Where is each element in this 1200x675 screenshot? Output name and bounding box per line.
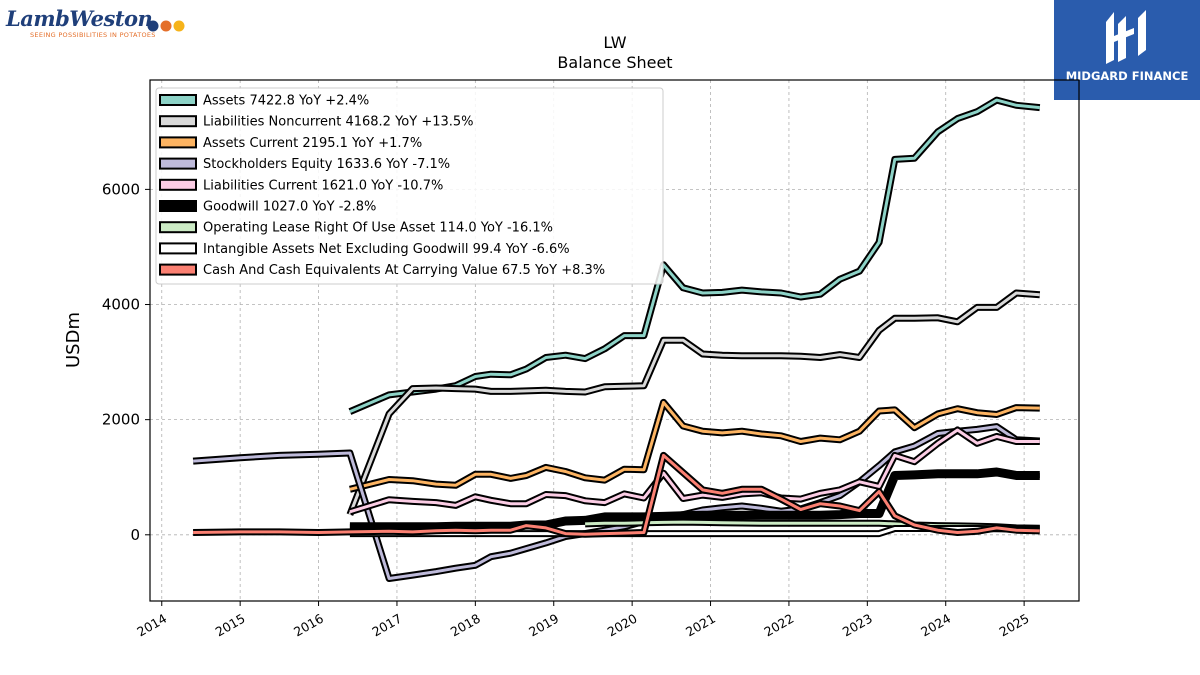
- legend-swatch: [159, 157, 197, 170]
- legend-swatch: [159, 136, 197, 149]
- y-tick-label: 0: [130, 526, 140, 544]
- series-line: [349, 428, 1040, 514]
- legend-box: [155, 87, 664, 285]
- publisher-logo-icon: [1106, 10, 1146, 64]
- company-logo: LambWeston SEEING POSSIBILITIES IN POTAT…: [6, 6, 196, 46]
- legend-label: Liabilities Current 1621.0 YoY -10.7%: [203, 178, 443, 193]
- chart-subtitle: Balance Sheet: [557, 53, 672, 72]
- company-logo-dots-icon: [147, 20, 185, 32]
- legend-label: Stockholders Equity 1633.6 YoY -7.1%: [203, 157, 450, 172]
- y-tick-label: 2000: [102, 411, 140, 429]
- plot-area-frame: [149, 79, 1080, 602]
- series-line: [193, 453, 1040, 536]
- series-lines: [192, 96, 1041, 582]
- legend-label: Assets 7422.8 YoY +2.4%: [203, 94, 369, 109]
- x-tick-label: 2018: [448, 611, 483, 640]
- series-line: [349, 469, 1040, 530]
- x-tick-label: 2025: [997, 611, 1032, 640]
- x-tick-label: 2024: [918, 611, 953, 640]
- x-tick-label: 2016: [291, 611, 326, 640]
- y-tick-label: 4000: [102, 296, 140, 314]
- series-line: [349, 400, 1040, 491]
- x-tick-label: 2023: [840, 611, 875, 640]
- x-tick-label: 2022: [761, 611, 796, 640]
- legend-swatch: [159, 115, 197, 128]
- y-tick-label: 6000: [102, 180, 140, 198]
- x-tick-label: 2015: [213, 611, 248, 640]
- y-axis-label: USDm: [63, 312, 84, 368]
- legend-swatch: [159, 178, 197, 191]
- legend-swatch: [159, 200, 197, 212]
- company-tagline: SEEING POSSIBILITIES IN POTATOES: [30, 31, 156, 39]
- x-tick-label: 2014: [134, 611, 169, 640]
- legend: Assets 7422.8 YoY +2.4% Liabilities Noncu…: [155, 87, 664, 285]
- company-logo-text: LambWeston: [6, 6, 153, 31]
- series-outline: [192, 423, 1040, 582]
- series-line: [348, 291, 1040, 516]
- x-tick-label: 2017: [369, 611, 404, 640]
- publisher-logo: MIDGARD FINANCE: [1054, 0, 1200, 100]
- publisher-name: MIDGARD FINANCE: [1065, 69, 1189, 83]
- x-tick-label: 2021: [683, 611, 718, 640]
- legend-swatch: [159, 242, 197, 255]
- legend-label: Operating Lease Right Of Use Asset 114.0…: [203, 221, 553, 236]
- chart-title: LW: [603, 33, 626, 52]
- x-tick-label: 2020: [605, 611, 640, 640]
- legend-label: Goodwill 1027.0 YoY -2.8%: [203, 200, 376, 215]
- series-line: [349, 98, 1040, 413]
- legend-label: Cash And Cash Equivalents At Carrying Va…: [203, 263, 605, 278]
- legend-swatch: [159, 221, 197, 234]
- legend-swatch: [159, 94, 197, 106]
- legend-label: Assets Current 2195.1 YoY +1.7%: [203, 136, 422, 151]
- legend-label: Intangible Assets Net Excluding Goodwill…: [203, 242, 570, 257]
- legend-label: Liabilities Noncurrent 4168.2 YoY +13.5%: [203, 115, 474, 130]
- x-tick-label: 2019: [526, 611, 561, 640]
- legend-swatch: [159, 263, 197, 276]
